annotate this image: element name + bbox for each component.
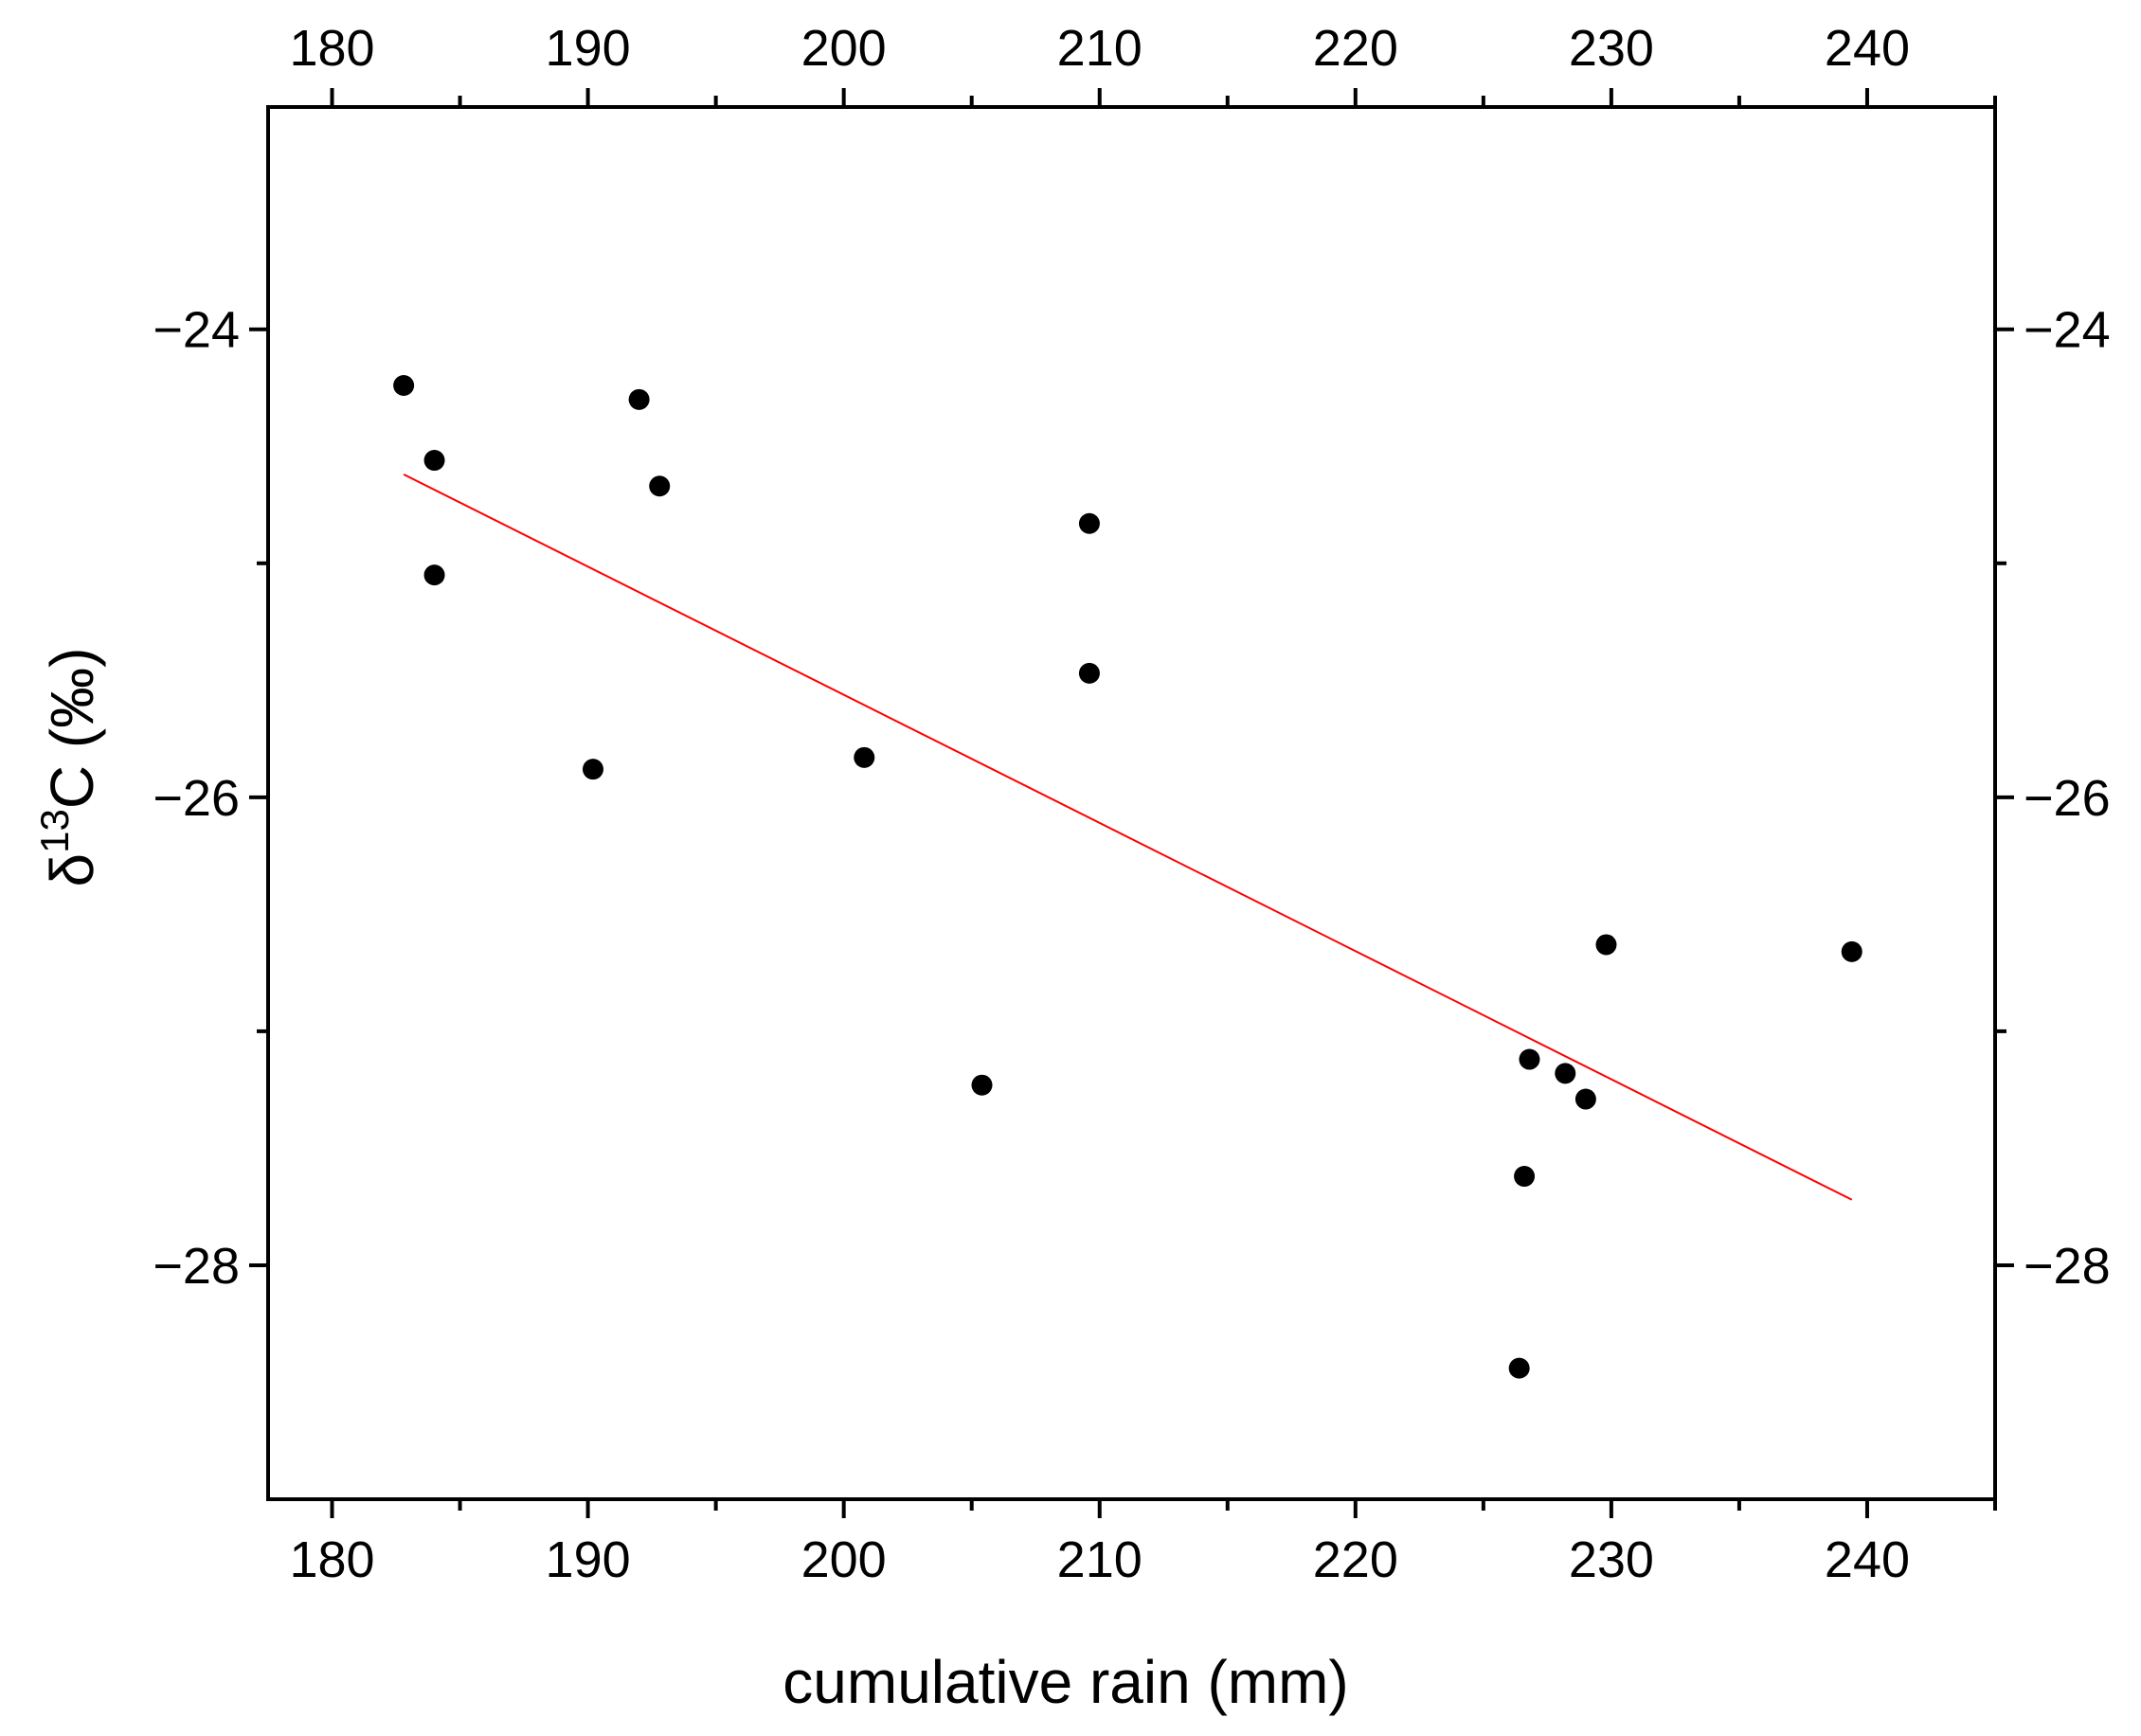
data-point (582, 759, 603, 780)
y-tick-label-left: −26 (153, 770, 240, 827)
x-tick-label-bottom: 180 (289, 1531, 374, 1588)
y-tick-label-left: −28 (153, 1238, 240, 1295)
x-tick-label-bottom: 190 (546, 1531, 631, 1588)
data-point (854, 746, 875, 768)
x-tick-label-top: 180 (289, 20, 374, 77)
x-tick-label-top: 230 (1569, 20, 1654, 77)
data-point (1508, 1357, 1530, 1379)
data-point (649, 475, 671, 497)
y-tick-label-left: −24 (153, 302, 240, 359)
y-tick-label-right: −24 (2024, 302, 2111, 359)
y-axis-label: δ13C (‰) (32, 648, 106, 887)
plot-frame (266, 105, 1997, 1501)
data-point (1519, 1048, 1540, 1070)
data-point (628, 388, 650, 410)
data-point (1841, 940, 1862, 962)
y-tick-label-right: −28 (2024, 1238, 2111, 1295)
y-axis-label-suffix: C (‰) (38, 648, 106, 810)
data-point (1078, 662, 1100, 684)
x-tick-label-top: 200 (801, 20, 887, 77)
x-tick-label-top: 190 (546, 20, 631, 77)
y-axis-label-superscript: 13 (32, 809, 77, 853)
x-tick-label-bottom: 200 (801, 1531, 887, 1588)
data-point (423, 564, 445, 586)
data-point (1574, 1088, 1596, 1110)
x-tick-label-top: 240 (1825, 20, 1910, 77)
data-point (423, 450, 445, 472)
y-tick-label-right: −26 (2024, 770, 2111, 827)
x-tick-label-bottom: 240 (1825, 1531, 1910, 1588)
trendline (403, 473, 1853, 1201)
data-point (1078, 512, 1100, 534)
x-axis-label: cumulative rain (mm) (783, 1648, 1348, 1716)
data-point (1555, 1063, 1576, 1084)
axes-layer: 180 180 190 190 200 200 210 210 220 220 230 230 240 2… (153, 20, 2110, 1588)
data-point (393, 375, 415, 396)
trendline-layer (403, 473, 1853, 1201)
data-point (1595, 934, 1617, 956)
data-point (1514, 1166, 1536, 1188)
data-point (971, 1074, 993, 1096)
x-tick-label-bottom: 230 (1569, 1531, 1654, 1588)
x-tick-label-top: 210 (1057, 20, 1142, 77)
y-axis-label-prefix: δ (38, 853, 106, 887)
data-points-layer (393, 375, 1862, 1379)
x-tick-label-top: 220 (1313, 20, 1398, 77)
x-tick-label-bottom: 210 (1057, 1531, 1142, 1588)
x-tick-label-bottom: 220 (1313, 1531, 1398, 1588)
